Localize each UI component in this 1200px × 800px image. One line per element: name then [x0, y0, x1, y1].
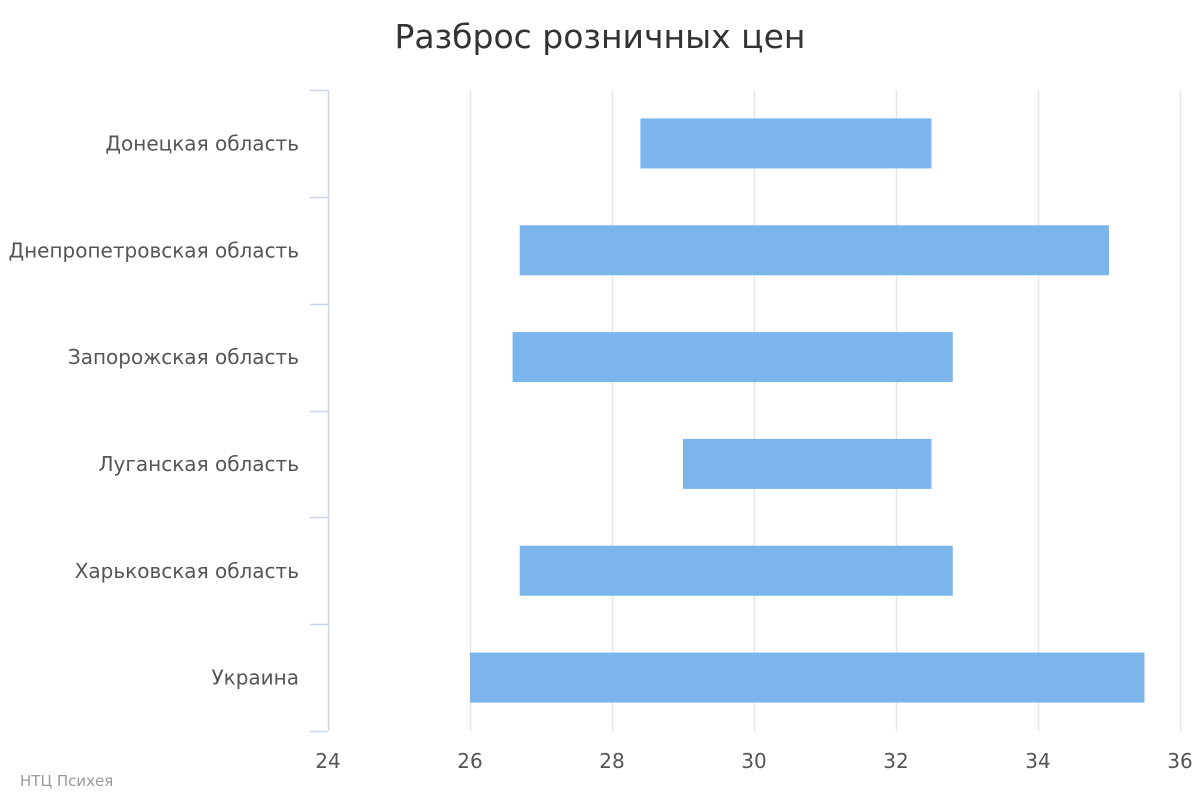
value-axis-labels: 24 26 28 30 32 34 36 — [315, 749, 1192, 773]
bars — [470, 118, 1145, 703]
category-label: Харьковская область — [75, 559, 299, 583]
category-labels: Донецкая область Днепропетровская область… — [8, 131, 299, 689]
category-label: Запорожская область — [68, 345, 299, 369]
bar-5 — [470, 652, 1145, 703]
x-tick-label: 32 — [883, 749, 908, 773]
category-label: Украина — [211, 666, 299, 690]
bar-2 — [512, 332, 953, 383]
x-tick-label: 30 — [741, 749, 766, 773]
bar-0 — [640, 118, 932, 169]
x-tick-label: 36 — [1167, 749, 1192, 773]
x-tick-label: 26 — [457, 749, 482, 773]
category-label: Днепропетровская область — [8, 238, 299, 262]
grid-lines — [469, 90, 1182, 731]
category-axis — [310, 89, 330, 733]
x-tick-label: 28 — [599, 749, 624, 773]
credits-text[interactable]: НТЦ Психея — [20, 772, 114, 790]
category-label: Луганская область — [99, 452, 299, 476]
bar-3 — [683, 438, 932, 489]
category-label: Донецкая область — [105, 131, 299, 155]
bar-4 — [519, 545, 953, 596]
x-tick-label: 34 — [1025, 749, 1050, 773]
chart-title: Разброс розничных цен — [395, 17, 806, 56]
bar-1 — [519, 225, 1109, 276]
x-tick-label: 24 — [315, 749, 340, 773]
